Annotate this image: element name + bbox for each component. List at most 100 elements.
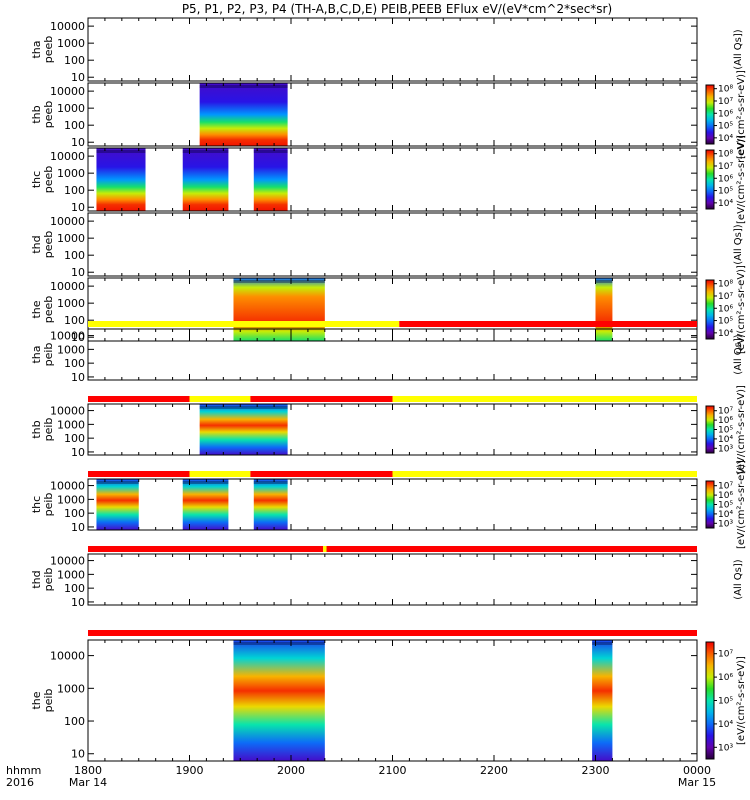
colorbar-label-the_peib-3: 10⁶ xyxy=(718,673,733,683)
colorbar-label-thb_peeb-3: 10⁷ xyxy=(718,97,733,107)
ytick-label-the_peeb-1000: 1000 xyxy=(57,297,85,310)
unit-label-the_peeb: [eV/(cm²-s-sr-eV)] xyxy=(736,265,747,354)
chart-title: P5, P1, P2, P3, P4 (TH-A,B,C,D,E) PEIB,P… xyxy=(182,2,612,16)
unit-label-thb_peeb: [eV/(cm²-s-sr-eV)] xyxy=(736,70,747,159)
ytick-label-thb_peeb-10000: 10000 xyxy=(50,85,85,98)
panel-label-the_peeb-0: the xyxy=(30,300,43,318)
spectrogram-texture-thc_peib-1 xyxy=(182,481,229,484)
spectrogram-texture-thb_peeb-0 xyxy=(199,85,288,88)
ytick-label-thc_peeb-100: 100 xyxy=(64,184,85,197)
panel-label-thd_peib-0: thd xyxy=(30,570,43,588)
ytick-label-thb_peib-10000: 10000 xyxy=(50,405,85,418)
colorbar-label-thb_peib-4: 10⁷ xyxy=(718,407,733,417)
unit-label-thc_peib: [eV/(cm²-s-sr-eV)] xyxy=(736,460,747,549)
time-tick-label-1: 1900 xyxy=(176,764,204,777)
spectrogram-texture-thc_peeb-1 xyxy=(182,150,229,153)
panel-the_peib: 10 100 1000 10000 the peib 10³ 10⁴ 10⁵ 10⁶ 10⁷[eV/… xyxy=(30,630,747,762)
time-axis-caption: hhmm xyxy=(6,764,41,777)
colorbar-the_peib xyxy=(705,641,715,760)
ytick-label-tha_peib-100: 100 xyxy=(64,357,85,370)
ytick-label-the_peib-10000: 10000 xyxy=(50,650,85,663)
colorbar-label-thb_peib-3: 10⁶ xyxy=(718,416,733,426)
colorbar-label-the_peeb-1: 10⁵ xyxy=(718,317,733,327)
colorbar-label-thb_peib-1: 10⁴ xyxy=(718,435,733,445)
panel-label-thc_peeb-1: peeb xyxy=(42,166,55,194)
panel-frame-thd_peib xyxy=(87,553,698,606)
spectrogram-texture-thc_peib-0 xyxy=(96,481,139,484)
colorbar-label-the_peeb-4: 10⁸ xyxy=(718,280,733,290)
panel-label-tha_peib-1: peib xyxy=(42,343,55,367)
spectrogram-block-thb_peib-0 xyxy=(199,404,288,455)
ytick-label-thb_peeb-1000: 1000 xyxy=(57,102,85,115)
colorbar-label-the_peib-4: 10⁷ xyxy=(718,650,733,660)
mode-bar-thd_peib-2 xyxy=(326,546,697,552)
colorbar-label-thc_peeb-0: 10⁴ xyxy=(718,199,733,209)
panel-label-thb_peeb-0: thb xyxy=(30,105,43,123)
panel-thd_peeb: 10 100 1000 10000 thd peeb (All Qs]) xyxy=(30,212,744,279)
ytick-label-thd_peeb-1000: 1000 xyxy=(57,232,85,245)
spectrogram-texture-thc_peeb-2 xyxy=(253,150,288,153)
ytick-label-thd_peib-10: 10 xyxy=(71,596,85,609)
ytick-label-thc_peib-10: 10 xyxy=(71,521,85,534)
colorbar-label-thc_peib-3: 10⁶ xyxy=(718,491,733,501)
panel-label-the_peib-1: peib xyxy=(42,689,55,713)
mode-bar-thb_peib-0 xyxy=(88,396,190,402)
time-tick-label-4: 2200 xyxy=(480,764,508,777)
spectrogram-block-the_peib-0 xyxy=(233,640,325,761)
ytick-label-tha_peeb-100: 100 xyxy=(64,54,85,67)
spectrogram-block-the_peeb-0 xyxy=(233,278,325,341)
colorbar-label-thc_peib-1: 10⁴ xyxy=(718,510,733,520)
time-tick-label-3: 2100 xyxy=(379,764,407,777)
spectrogram-block-the_peeb-1 xyxy=(595,278,613,341)
colorbar-label-the_peib-0: 10³ xyxy=(718,743,733,753)
panel-label-thc_peib-1: peib xyxy=(42,493,55,517)
ytick-label-tha_peeb-10000: 10000 xyxy=(50,20,85,33)
time-tick-label-6: 0000 xyxy=(683,764,711,777)
colorbar-label-thc_peeb-1: 10⁵ xyxy=(718,187,733,197)
spectrogram-block-thc_peeb-0 xyxy=(96,148,146,211)
colorbar-label-thb_peeb-2: 10⁶ xyxy=(718,109,733,119)
unit-label-thb_peib: [eV/(cm²-s-sr-eV)] xyxy=(736,385,747,474)
panel-label-the_peib-0: the xyxy=(30,691,43,709)
ytick-label-thc_peib-1000: 1000 xyxy=(57,493,85,506)
mode-bar-thc_peib-1 xyxy=(189,471,251,477)
colorbar-label-the_peeb-2: 10⁶ xyxy=(718,304,733,314)
ytick-label-thc_peeb-10000: 10000 xyxy=(50,150,85,163)
ytick-label-tha_peib-10000: 10000 xyxy=(50,330,85,343)
mode-bar-thd_peib-0 xyxy=(88,546,324,552)
ytick-label-tha_peib-10: 10 xyxy=(71,371,85,384)
colorbar-label-the_peeb-0: 10⁴ xyxy=(718,329,733,339)
ytick-label-thb_peeb-10: 10 xyxy=(71,136,85,149)
colorbar-label-thb_peib-0: 10³ xyxy=(718,444,733,454)
time-tick-date-6: Mar 15 xyxy=(678,776,716,789)
panel-label-the_peeb-1: peeb xyxy=(42,296,55,324)
panel-label-thd_peeb-0: thd xyxy=(30,235,43,253)
unit-label-thc_peeb: [eV/(cm²-s-sr-eV)] xyxy=(736,135,747,224)
ytick-label-the_peeb-10: 10 xyxy=(71,331,85,344)
ytick-label-the_peib-100: 100 xyxy=(64,715,85,728)
ytick-label-thc_peib-100: 100 xyxy=(64,507,85,520)
panel-frame-tha_peeb xyxy=(87,17,698,82)
mode-bar-thc_peib-3 xyxy=(392,471,697,477)
unit-label-thd_peeb: (All Qs]) xyxy=(733,224,744,264)
colorbar-label-thb_peeb-4: 10⁸ xyxy=(718,85,733,95)
ytick-label-the_peib-10: 10 xyxy=(71,748,85,761)
ytick-label-the_peeb-100: 100 xyxy=(64,314,85,327)
spectrogram-block-thc_peeb-2 xyxy=(253,148,288,211)
panel-label-thb_peeb-1: peeb xyxy=(42,101,55,129)
mode-bar-tha_peib-0 xyxy=(88,321,400,327)
panel-label-tha_peeb-0: tha xyxy=(30,40,43,58)
mode-bar-tha_peib-1 xyxy=(399,321,697,327)
panel-label-thb_peib-1: peib xyxy=(42,418,55,442)
ytick-label-thb_peib-1000: 1000 xyxy=(57,418,85,431)
time-axis-year: 2016 xyxy=(6,776,34,789)
colorbar-label-the_peib-2: 10⁵ xyxy=(718,697,733,707)
mode-bar-thd_peib-1 xyxy=(323,546,327,552)
mode-bar-thb_peib-1 xyxy=(189,396,251,402)
ytick-label-thc_peib-10000: 10000 xyxy=(50,480,85,493)
